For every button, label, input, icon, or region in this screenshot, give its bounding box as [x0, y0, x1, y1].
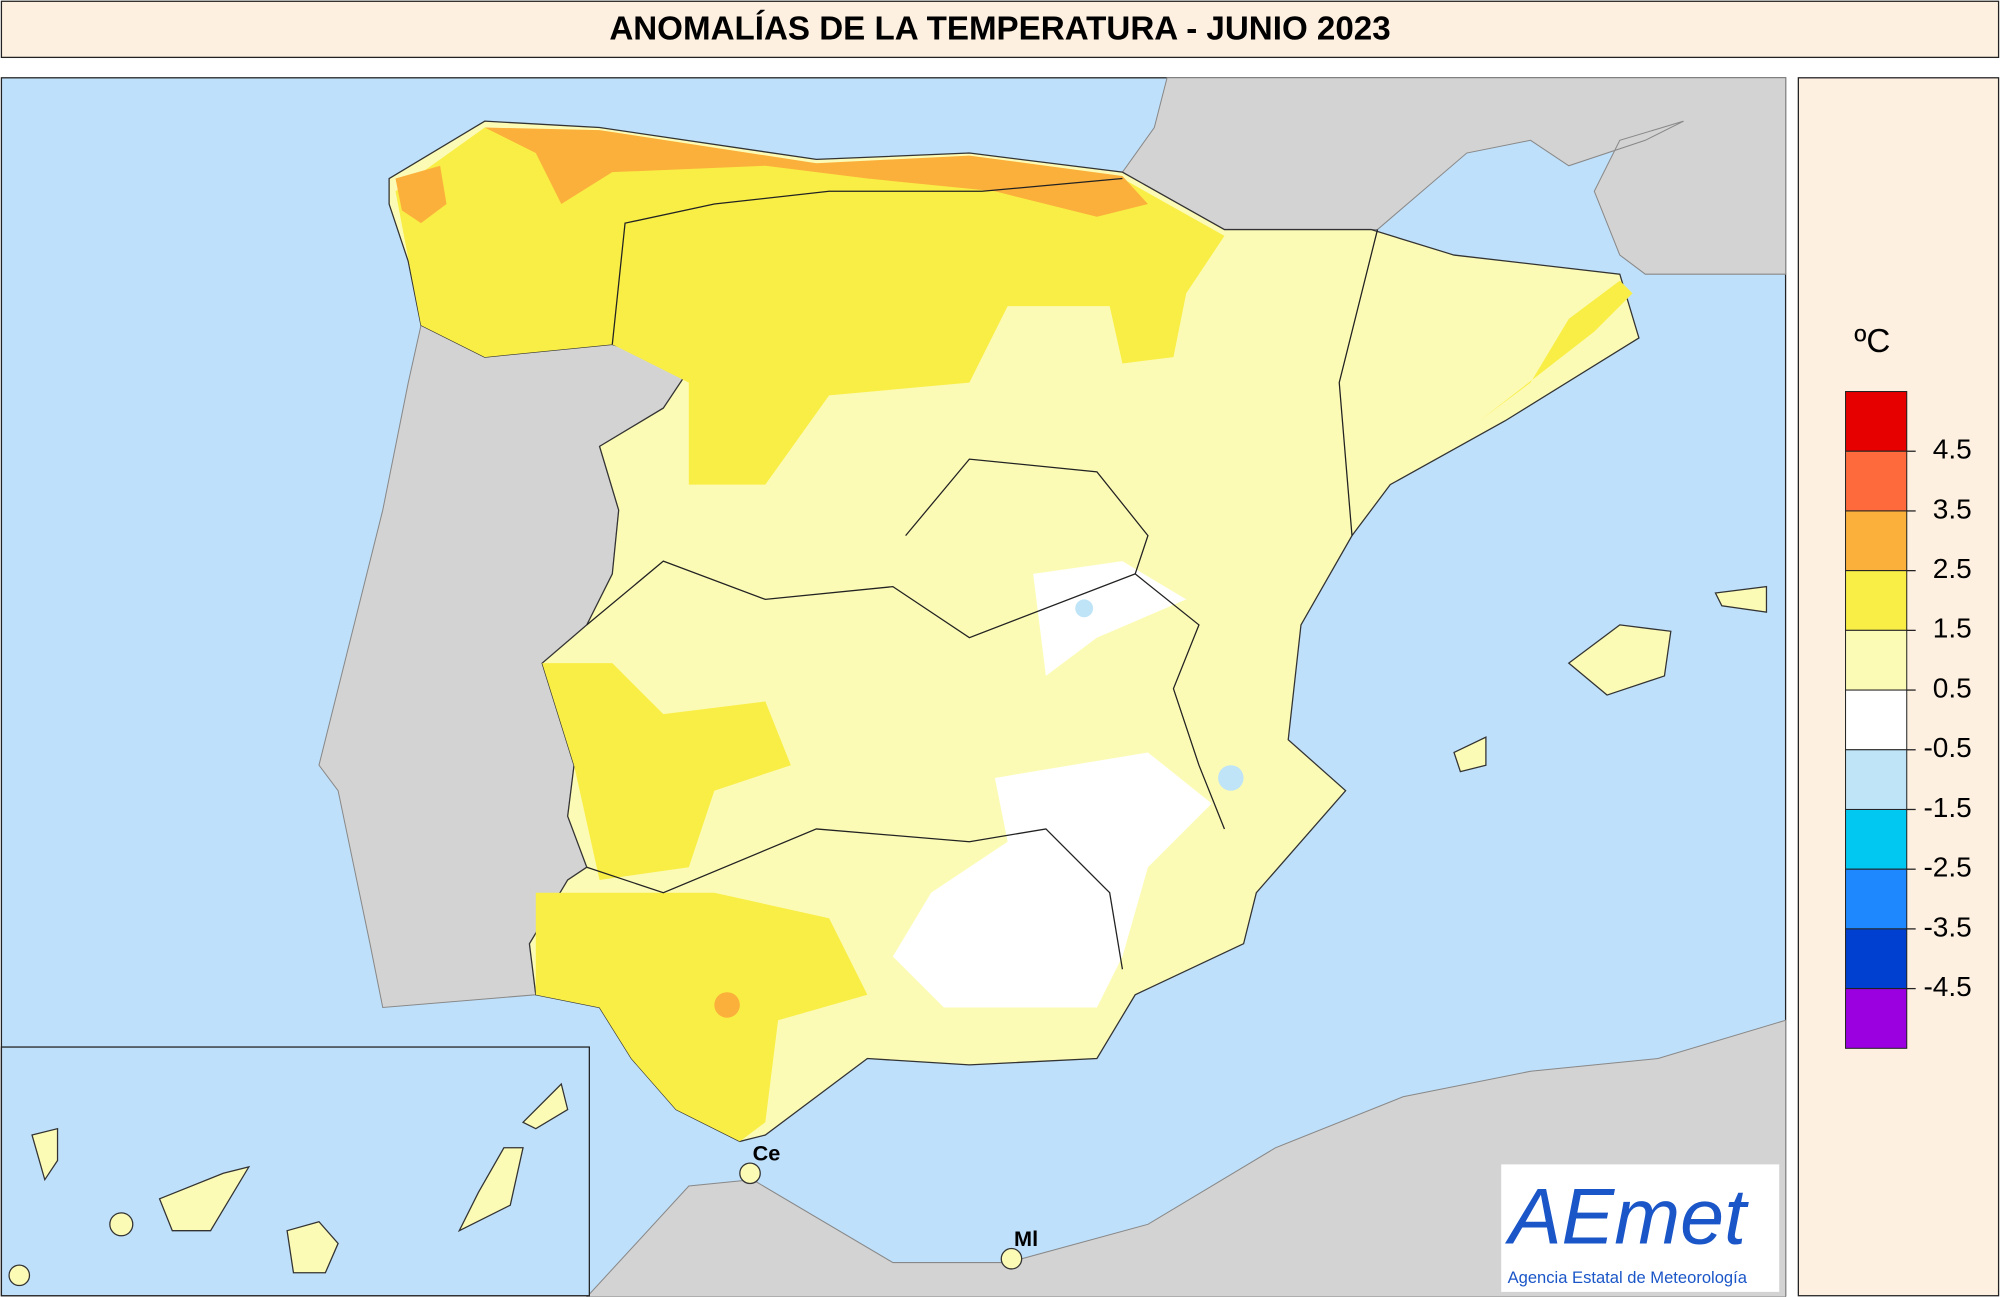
legend-swatch — [1845, 391, 1908, 452]
legend-swatch — [1845, 570, 1908, 631]
island — [109, 1212, 134, 1237]
legend-swatch — [1845, 808, 1908, 870]
legend-tick-label: 4.5 — [1933, 434, 1972, 465]
region-border — [586, 828, 1124, 970]
title: ANOMALÍAS DE LA TEMPERATURA - JUNIO 2023 — [609, 9, 1390, 47]
legend-tick-label: -2.5 — [1923, 852, 1971, 883]
title-bar — [0, 0, 2000, 59]
legend-tick-label: -4.5 — [1923, 971, 1971, 1002]
legend-swatch — [1845, 928, 1908, 990]
legend-tick-label: -3.5 — [1923, 911, 1971, 942]
anomaly-area — [892, 752, 1212, 1008]
anomaly-area — [1479, 280, 1633, 421]
anomaly-area — [484, 127, 1148, 217]
logo-subtitle: Agencia Estatal de Meteorología — [1508, 1268, 1748, 1287]
island — [8, 1264, 31, 1287]
legend-tick-label: 3.5 — [1933, 493, 1972, 524]
region-border — [1338, 229, 1379, 536]
legend-tick-label: 0.5 — [1933, 672, 1972, 703]
place-label: Ce — [753, 1141, 781, 1166]
anomaly-area — [1033, 561, 1187, 676]
legend-swatch — [1845, 629, 1908, 691]
island — [1714, 585, 1768, 613]
anomaly-area — [1075, 599, 1094, 618]
places: Ce Ml — [739, 1141, 1038, 1270]
legend-swatch — [1845, 510, 1908, 572]
anomaly-area — [714, 992, 740, 1018]
island — [457, 1147, 524, 1233]
place-marker — [1000, 1247, 1023, 1270]
legend-tick-label: 2.5 — [1933, 553, 1972, 584]
legend-swatch — [1845, 988, 1908, 1049]
island — [521, 1082, 569, 1130]
anomaly-area — [1218, 765, 1244, 791]
legend: ºC 4.5 3.5 2.5 1.5 0.5 -0.5 -1.5 -2.5 -3.5 -4.5 — [1797, 77, 2000, 1297]
anomaly-area — [395, 127, 1225, 485]
legend-tick-label: -0.5 — [1923, 732, 1971, 763]
island — [158, 1165, 251, 1232]
region-border — [611, 177, 1123, 345]
place-marker — [739, 1162, 761, 1185]
anomaly-area — [542, 663, 791, 880]
region-border — [586, 560, 1226, 830]
logo-name: AEmet — [1505, 1171, 1749, 1260]
legend-swatch — [1845, 749, 1908, 810]
region-border — [905, 458, 1149, 575]
legend-swatch — [1845, 689, 1908, 751]
canary-inset — [0, 1046, 590, 1297]
anomaly-area — [535, 892, 868, 1142]
anomaly-area — [395, 165, 447, 224]
island — [1453, 736, 1487, 773]
legend-tick-label: 1.5 — [1933, 613, 1972, 644]
legend-unit: ºC — [1854, 323, 1890, 360]
island — [1567, 624, 1672, 696]
legend-swatch — [1845, 868, 1908, 930]
logo-box — [1501, 1164, 1780, 1292]
island — [286, 1221, 339, 1274]
map — [0, 77, 1787, 1297]
place-label: Ml — [1014, 1226, 1038, 1251]
legend-swatch — [1845, 450, 1908, 512]
island — [31, 1127, 59, 1182]
logo: AEmet Agencia Estatal de Meteorología — [1501, 1164, 1780, 1292]
legend-tick-label: -1.5 — [1923, 792, 1971, 823]
